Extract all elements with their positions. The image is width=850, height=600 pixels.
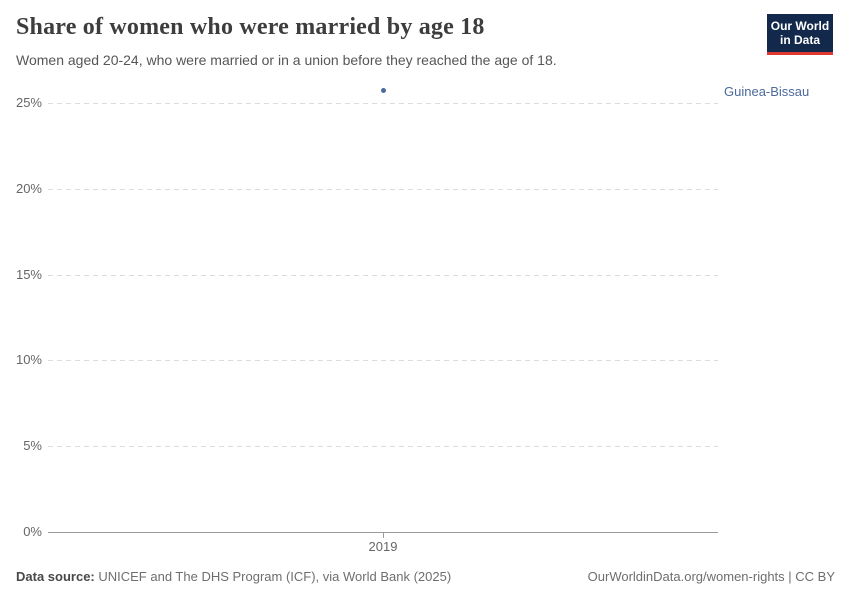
data-point-guinea-bissau[interactable] [380,88,386,94]
x-tick-mark [383,533,384,538]
gridline-15 [48,274,718,276]
y-tick-label-15: 15% [15,266,42,282]
data-source-note[interactable]: Data source: UNICEF and The DHS Program … [16,569,451,584]
owid-logo-line1: Our World [770,19,830,33]
y-tick-label-10: 10% [15,352,42,368]
footer-license: CC BY [795,569,835,584]
gridline-10 [48,360,718,362]
data-source-label: Data source: [16,569,95,584]
owid-logo[interactable]: Our World in Data [767,14,833,55]
x-tick-label: 2019 [368,539,398,554]
chart-subtitle: Women aged 20-24, who were married or in… [16,52,557,68]
chart-footer: Data source: UNICEF and The DHS Program … [16,569,835,584]
data-source-text: UNICEF and The DHS Program (ICF), via Wo… [94,569,452,584]
y-tick-label-20: 20% [15,180,42,196]
gridline-25 [48,103,718,104]
footer-url[interactable]: OurWorldinData.org/women-rights [587,569,785,584]
chart-title: Share of women who were married by age 1… [16,14,485,40]
footer-attribution[interactable]: OurWorldinData.org/women-rights | CC BY [588,569,835,584]
gridline-20 [48,188,718,190]
y-tick-label-0: 0% [23,524,42,539]
owid-logo-line2: in Data [779,33,820,48]
gridline-5 [48,446,718,448]
y-tick-label-5: 5% [23,438,42,454]
y-tick-label-25: 25% [15,95,42,110]
x-axis-line [48,532,718,533]
series-label-guinea-bissau[interactable]: Guinea-Bissau [724,83,810,99]
footer-separator: | [784,569,796,584]
